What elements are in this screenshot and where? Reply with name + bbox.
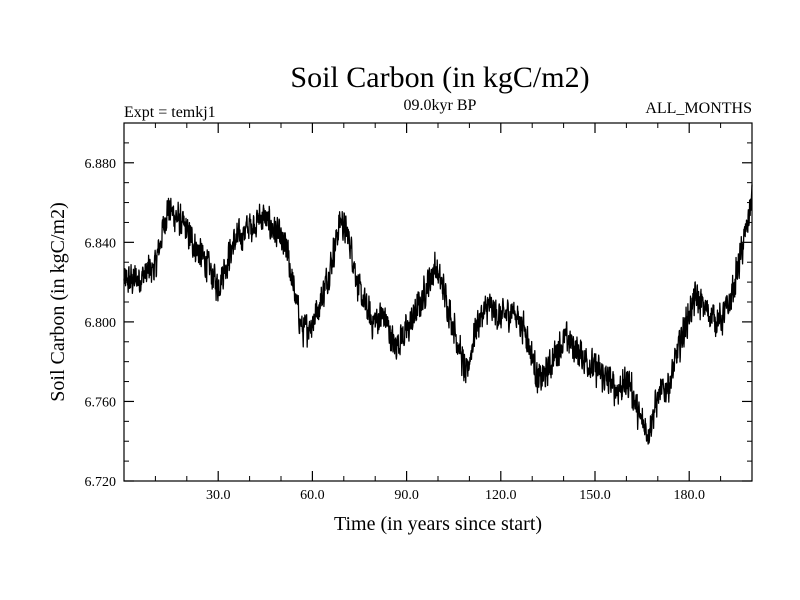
y-tick-label: 6.880 [85, 157, 117, 172]
x-tick-label: 60.0 [300, 488, 325, 503]
experiment-label: Expt = temkj1 [124, 104, 216, 121]
y-tick-label: 6.800 [85, 316, 117, 331]
months-label: ALL_MONTHS [645, 100, 752, 117]
plot-frame [123, 122, 753, 482]
x-tick-label: 180.0 [673, 488, 705, 503]
x-tick-label: 30.0 [206, 488, 231, 503]
x-tick-label: 150.0 [579, 488, 611, 503]
soil-carbon-series-line [123, 184, 753, 445]
y-tick-label: 6.720 [85, 475, 117, 490]
x-tick-label: 90.0 [394, 488, 419, 503]
chart-title: Soil Carbon (in kgC/m2) [290, 61, 589, 94]
axis-tick-labels: 30.0 60.0 90.0 120.0 150.0 180.0 6.720 6.760 6.8… [85, 157, 705, 503]
axis-ticks [124, 123, 752, 482]
y-tick-label: 6.760 [85, 395, 117, 410]
x-tick-label: 120.0 [485, 488, 517, 503]
x-axis-label: Time (in years since start) [334, 513, 542, 535]
y-tick-label: 6.840 [85, 236, 117, 251]
y-axis-label: Soil Carbon (in kgC/m2) [47, 202, 69, 401]
period-label: 09.0kyr BP [404, 97, 477, 114]
